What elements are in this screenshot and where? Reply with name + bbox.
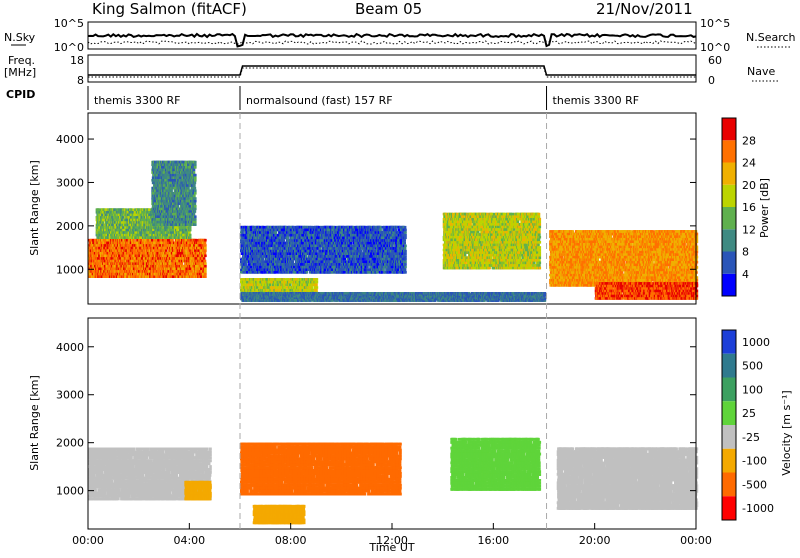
beam-title: Beam 05 <box>355 0 422 18</box>
heatmap-cell <box>204 242 207 245</box>
heatmap-cell <box>241 231 244 234</box>
heatmap-cell <box>126 242 129 245</box>
heatmap-cell <box>189 229 192 232</box>
heatmap-cell <box>158 270 161 273</box>
heatmap-cell <box>102 221 105 224</box>
nsearch-trace <box>88 41 696 44</box>
nsearch-tick-top: 10^5 <box>700 17 730 30</box>
heatmap-cell <box>169 260 172 263</box>
heatmap-cell <box>204 244 207 247</box>
heatmap-cell <box>204 255 207 258</box>
heatmap-cell <box>176 229 179 232</box>
freq-unit-label: [MHz] <box>4 66 36 79</box>
cpid-row: themis 3300 RF normalsound (fast) 157 RF t… <box>88 86 639 110</box>
heatmap-cell <box>172 268 175 271</box>
heatmap-cell <box>133 270 136 273</box>
heatmap-cell <box>245 263 248 266</box>
heatmap-cell <box>189 234 192 237</box>
heatmap-cell <box>134 226 137 229</box>
heatmap-cell <box>204 268 207 271</box>
heatmap-cell <box>189 226 192 229</box>
freq-panel-frame <box>88 55 696 82</box>
nave-tick-bottom: 0 <box>708 74 715 87</box>
heatmap-cell <box>204 239 207 242</box>
heatmap-cell <box>204 247 207 250</box>
heatmap-cell <box>96 262 99 265</box>
superdarn-rti-plot: King Salmon (fitACF) Beam 05 21/Nov/2011… <box>0 0 800 554</box>
nsky-trace <box>88 34 696 46</box>
nsky-label: N.Sky <box>4 31 36 44</box>
freq-tick-top: 18 <box>70 54 84 67</box>
heatmap-cell <box>204 273 207 276</box>
heatmap-cell <box>204 270 207 273</box>
heatmap-cell <box>132 239 135 242</box>
heatmap-cell <box>185 249 188 252</box>
cpid-label: CPID <box>6 88 35 101</box>
heatmap-cell <box>204 265 207 268</box>
date-title: 21/Nov/2011 <box>596 0 693 18</box>
heatmap-cell <box>165 249 168 252</box>
freq-trace <box>88 66 696 75</box>
plot-canvas: King Salmon (fitACF) Beam 05 21/Nov/2011… <box>0 0 800 554</box>
heatmap-cell <box>189 236 192 239</box>
heatmap-cell <box>250 266 253 269</box>
freq-tick-bottom: 8 <box>77 74 84 87</box>
nave-tick-top: 60 <box>708 54 722 67</box>
heatmap-cell <box>247 255 250 258</box>
heatmap-cell <box>125 208 128 211</box>
heatmap-cell <box>170 236 173 239</box>
power-heatmap <box>88 161 698 302</box>
heatmap-cell <box>204 262 207 265</box>
heatmap-cell <box>204 252 207 255</box>
heatmap-cell <box>204 275 207 278</box>
nsearch-tick-bottom: 10^0 <box>700 41 730 54</box>
nsearch-label: N.Search <box>746 31 796 44</box>
heatmap-cell <box>181 262 184 265</box>
heatmap-cell <box>204 249 207 252</box>
nsky-tick-bottom: 10^0 <box>54 41 84 54</box>
cpid-segment-label: themis 3300 RF <box>94 94 181 107</box>
heatmap-cell <box>152 229 155 232</box>
cpid-segment-label: normalsound (fast) 157 RF <box>246 94 393 107</box>
heatmap-cell <box>122 216 125 219</box>
cpid-segment-label: themis 3300 RF <box>553 94 640 107</box>
heatmap-cell <box>203 257 206 260</box>
heatmap-cell <box>204 260 207 263</box>
nsky-tick-top: 10^5 <box>54 17 84 30</box>
heatmap-cell <box>188 231 191 234</box>
nave-label: Nave <box>747 65 775 78</box>
heatmap-cell <box>110 257 113 260</box>
heatmap-cell <box>171 239 174 242</box>
station-title: King Salmon (fitACF) <box>92 0 247 18</box>
